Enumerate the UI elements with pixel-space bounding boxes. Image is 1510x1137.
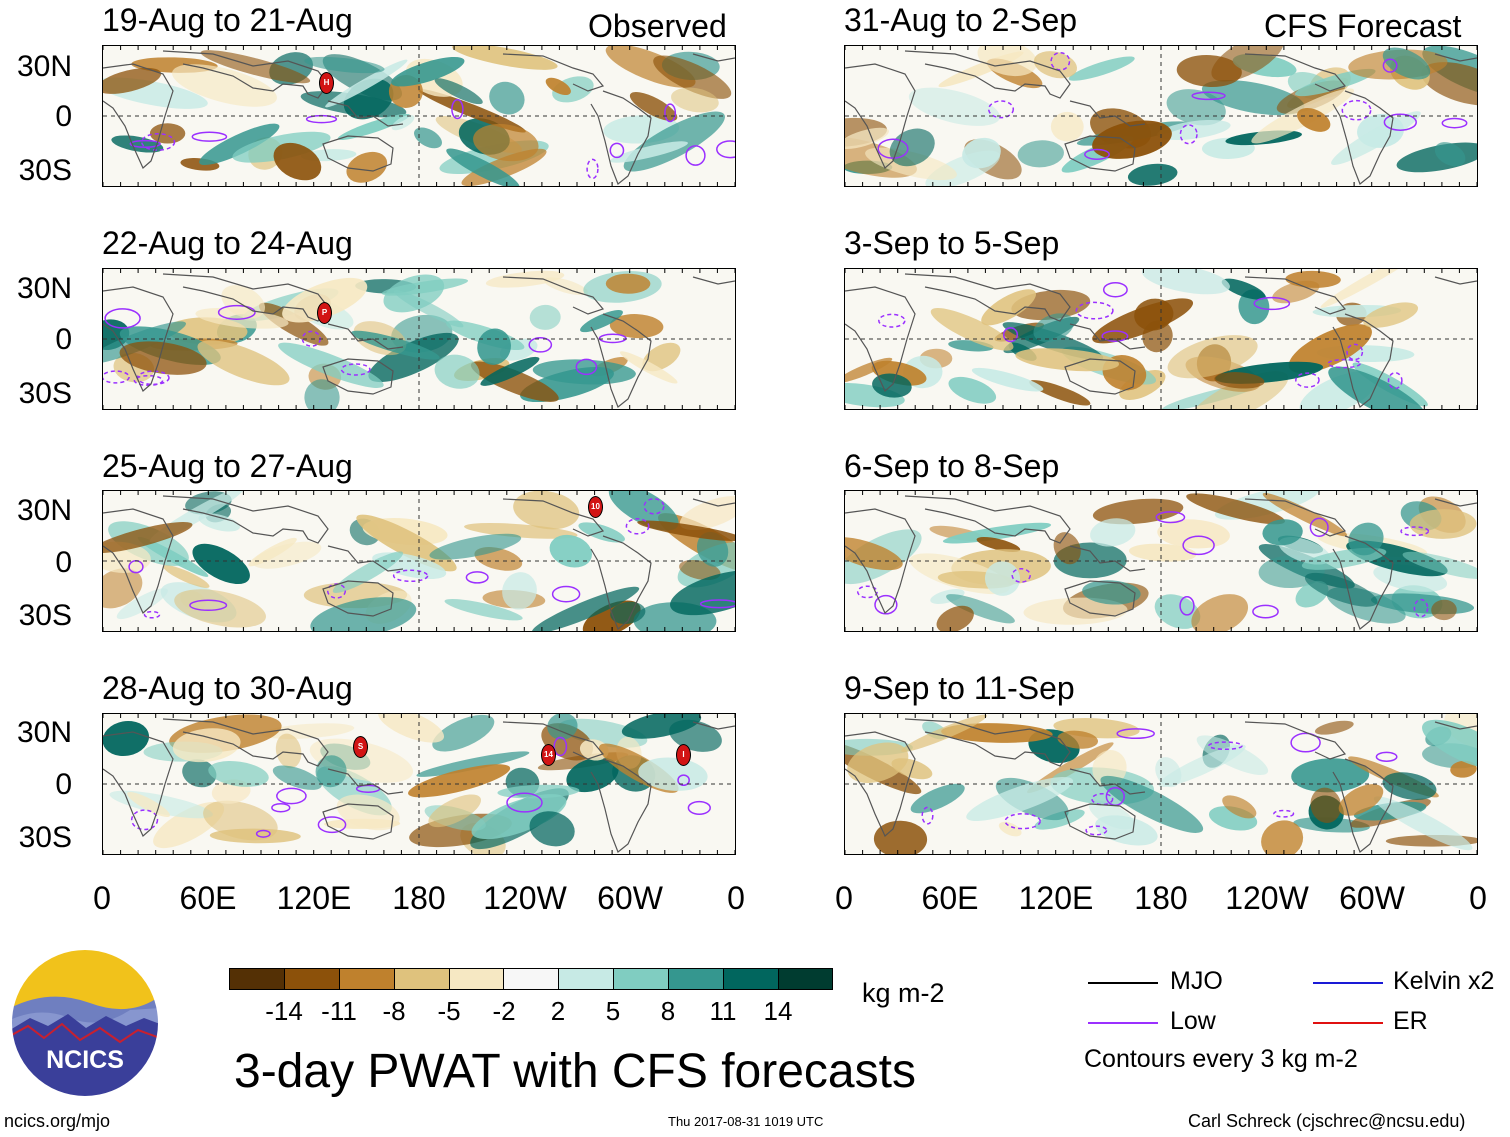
- colorbar-tick-label: 11: [709, 996, 737, 1026]
- colorbar-box: [449, 968, 505, 990]
- colorbar-tick-label: 8: [660, 996, 676, 1026]
- lat-label-30n: 30N: [16, 50, 72, 83]
- map-panel: [844, 490, 1478, 632]
- legend-label: Kelvin x2: [1393, 967, 1495, 995]
- colorbar-box: [284, 968, 340, 990]
- lat-label-30n: 30N: [16, 716, 72, 749]
- lon-label: 0: [93, 880, 111, 916]
- footer-url[interactable]: ncics.org/mjo: [4, 1111, 111, 1131]
- colorbar-tick-label: -8: [382, 996, 406, 1026]
- main-title: 3-day PWAT with CFS forecasts: [234, 1045, 916, 1098]
- lon-label: 120W: [483, 880, 567, 916]
- colorbar-tick-label: -5: [437, 996, 461, 1026]
- legend-line-mjo: [1088, 982, 1158, 984]
- colorbar-box: [229, 968, 285, 990]
- map-panel: [102, 490, 736, 632]
- lat-label-eq: 0: [55, 100, 72, 133]
- lon-label: 60E: [179, 880, 237, 916]
- colorbar-box: [394, 968, 450, 990]
- panel-title-obs-3: 25-Aug to 27-Aug: [102, 448, 353, 484]
- lat-label-30n: 30N: [16, 494, 72, 527]
- panel-title-fcst-4: 9-Sep to 11-Sep: [844, 670, 1075, 706]
- legend-label: ER: [1393, 1007, 1428, 1035]
- colorbar-box: [723, 968, 779, 990]
- lon-label: 0: [835, 880, 853, 916]
- lon-label: 60W: [597, 880, 663, 916]
- storm-marker: 10: [588, 496, 603, 518]
- legend-line-kelvin: [1313, 982, 1383, 984]
- colorbar-tick-label: -14: [265, 996, 303, 1026]
- colorbar-box: [558, 968, 614, 990]
- legend-note: Contours every 3 kg m-2: [1084, 1045, 1358, 1073]
- map-panel: [102, 45, 736, 187]
- panel-title-fcst-3: 6-Sep to 8-Sep: [844, 448, 1060, 484]
- colorbar-tick-label: 2: [550, 996, 566, 1026]
- lat-label-eq: 0: [55, 323, 72, 356]
- lat-label-30s: 30S: [18, 821, 72, 854]
- colorbar-units: kg m-2: [862, 978, 945, 1008]
- ncics-logo: NCICS: [10, 948, 160, 1098]
- lon-label: 120E: [1018, 880, 1094, 916]
- lon-label: 0: [727, 880, 745, 916]
- lon-label: 180: [392, 880, 446, 916]
- colorbar: [229, 968, 833, 990]
- storm-marker: P: [317, 302, 332, 324]
- panel-title-fcst-2: 3-Sep to 5-Sep: [844, 225, 1060, 261]
- lon-label: 120E: [276, 880, 352, 916]
- legend-line-er: [1313, 1022, 1383, 1024]
- legend-label: Low: [1170, 1007, 1216, 1035]
- colorbar-box: [668, 968, 724, 990]
- lat-label-30s: 30S: [18, 599, 72, 632]
- storm-marker: 14: [541, 744, 556, 766]
- logo-text: NCICS: [46, 1046, 124, 1074]
- observed-tag: Observed: [588, 8, 727, 44]
- storm-marker: S: [353, 736, 368, 758]
- map-panel: [844, 45, 1478, 187]
- lat-label-eq: 0: [55, 768, 72, 801]
- panel-title-obs-4: 28-Aug to 30-Aug: [102, 670, 353, 706]
- map-panel: [844, 268, 1478, 410]
- footer-author: Carl Schreck (cjschrec@ncsu.edu): [1188, 1111, 1466, 1131]
- legend-line-low: [1088, 1022, 1158, 1024]
- colorbar-box: [339, 968, 395, 990]
- colorbar-tick-label: 14: [763, 996, 793, 1026]
- lat-label-30n: 30N: [16, 272, 72, 305]
- storm-marker: I: [676, 744, 691, 766]
- panel-title-obs-2: 22-Aug to 24-Aug: [102, 225, 353, 261]
- cfs-forecast-tag: CFS Forecast: [1264, 8, 1462, 44]
- legend-label: MJO: [1170, 967, 1223, 995]
- lon-label: 0: [1469, 880, 1487, 916]
- colorbar-tick-label: -2: [492, 996, 516, 1026]
- map-panel: [844, 713, 1478, 855]
- colorbar-tick-label: -11: [321, 996, 357, 1026]
- lat-label-eq: 0: [55, 546, 72, 579]
- lon-label: 60E: [921, 880, 979, 916]
- colorbar-box: [613, 968, 669, 990]
- colorbar-box: [778, 968, 833, 990]
- lon-label: 120W: [1225, 880, 1309, 916]
- storm-marker: H: [319, 72, 334, 94]
- lat-label-30s: 30S: [18, 154, 72, 187]
- lon-label: 180: [1134, 880, 1188, 916]
- colorbar-box: [503, 968, 559, 990]
- colorbar-tick-label: 5: [605, 996, 621, 1026]
- footer-timestamp: Thu 2017-08-31 1019 UTC: [668, 1114, 824, 1129]
- map-panel: [102, 713, 736, 855]
- lon-label: 60W: [1339, 880, 1405, 916]
- panel-title-obs-1: 19-Aug to 21-Aug: [102, 2, 353, 38]
- map-panel: [102, 268, 736, 410]
- panel-title-fcst-1: 31-Aug to 2-Sep: [844, 2, 1078, 38]
- lat-label-30s: 30S: [18, 377, 72, 410]
